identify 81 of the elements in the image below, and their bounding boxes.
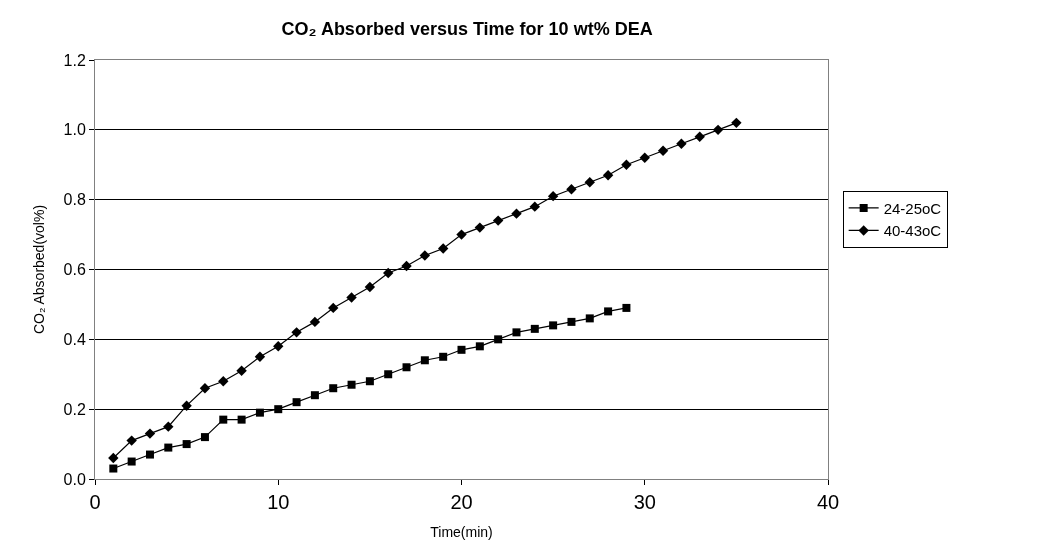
point <box>145 450 154 459</box>
point <box>657 145 669 156</box>
point <box>384 370 393 379</box>
point <box>346 292 357 303</box>
point <box>254 351 266 362</box>
point <box>364 281 376 293</box>
point <box>474 222 486 233</box>
point <box>291 327 302 338</box>
point <box>549 321 558 330</box>
x-tick-label: 30 <box>633 491 656 513</box>
point <box>237 415 246 424</box>
point <box>163 421 174 432</box>
point <box>126 435 137 446</box>
point <box>309 316 321 328</box>
point <box>419 250 431 261</box>
y-tick-label: 0.8 <box>63 191 86 209</box>
point <box>182 440 191 449</box>
point <box>365 377 374 386</box>
point <box>144 428 156 439</box>
point <box>712 124 724 136</box>
legend-label: 24-25oC <box>883 199 942 217</box>
y-tick-label: 0.6 <box>63 261 86 279</box>
point <box>457 345 466 354</box>
point <box>731 117 742 129</box>
point <box>164 443 173 452</box>
point <box>200 433 209 442</box>
x-tick-label: 40 <box>816 491 840 513</box>
point <box>328 302 339 314</box>
point <box>181 400 192 411</box>
point <box>219 415 228 424</box>
point <box>604 307 613 316</box>
point <box>547 190 559 202</box>
x-tick-label: 0 <box>89 491 101 513</box>
point <box>621 159 632 170</box>
x-tick-label: 10 <box>267 491 290 513</box>
point <box>292 398 301 407</box>
point <box>127 457 136 466</box>
point <box>639 152 650 163</box>
x-axis-title: Time(min) <box>430 524 493 541</box>
point <box>494 335 503 344</box>
y-tick-label: 1.0 <box>63 121 86 139</box>
y-tick-label: 0.0 <box>63 470 86 488</box>
y-tick-label: 1.2 <box>63 51 86 69</box>
point <box>310 391 319 400</box>
point <box>511 208 522 219</box>
y-tick-label: 0.2 <box>63 400 86 418</box>
point <box>199 383 211 394</box>
point <box>402 363 411 372</box>
point <box>401 260 412 272</box>
point <box>530 324 539 333</box>
point <box>347 380 356 389</box>
point <box>255 408 264 417</box>
point <box>420 356 429 365</box>
point <box>329 384 338 393</box>
point <box>622 303 631 312</box>
point <box>602 170 614 181</box>
point <box>567 317 576 326</box>
point <box>236 365 247 376</box>
point <box>273 341 284 352</box>
point <box>529 201 540 212</box>
point <box>512 328 521 337</box>
chart-title: CO₂ Absorbed versus Time for 10 wt% DEA <box>281 18 653 39</box>
point <box>475 342 484 351</box>
point <box>439 352 448 361</box>
point <box>437 243 449 254</box>
point <box>383 267 394 279</box>
legend-label: 40-43oC <box>883 222 942 240</box>
point <box>492 215 504 226</box>
point <box>274 405 283 414</box>
point <box>108 452 119 464</box>
point <box>218 376 229 387</box>
point <box>584 177 595 188</box>
point <box>694 131 705 143</box>
point <box>585 314 594 323</box>
y-tick-label: 0.4 <box>63 330 86 348</box>
point <box>676 138 687 149</box>
point <box>456 229 467 240</box>
y-axis-title: CO₂ Absorbed(vol%) <box>31 204 48 335</box>
point <box>566 183 577 195</box>
x-tick-label: 20 <box>450 491 473 513</box>
point <box>109 464 118 473</box>
